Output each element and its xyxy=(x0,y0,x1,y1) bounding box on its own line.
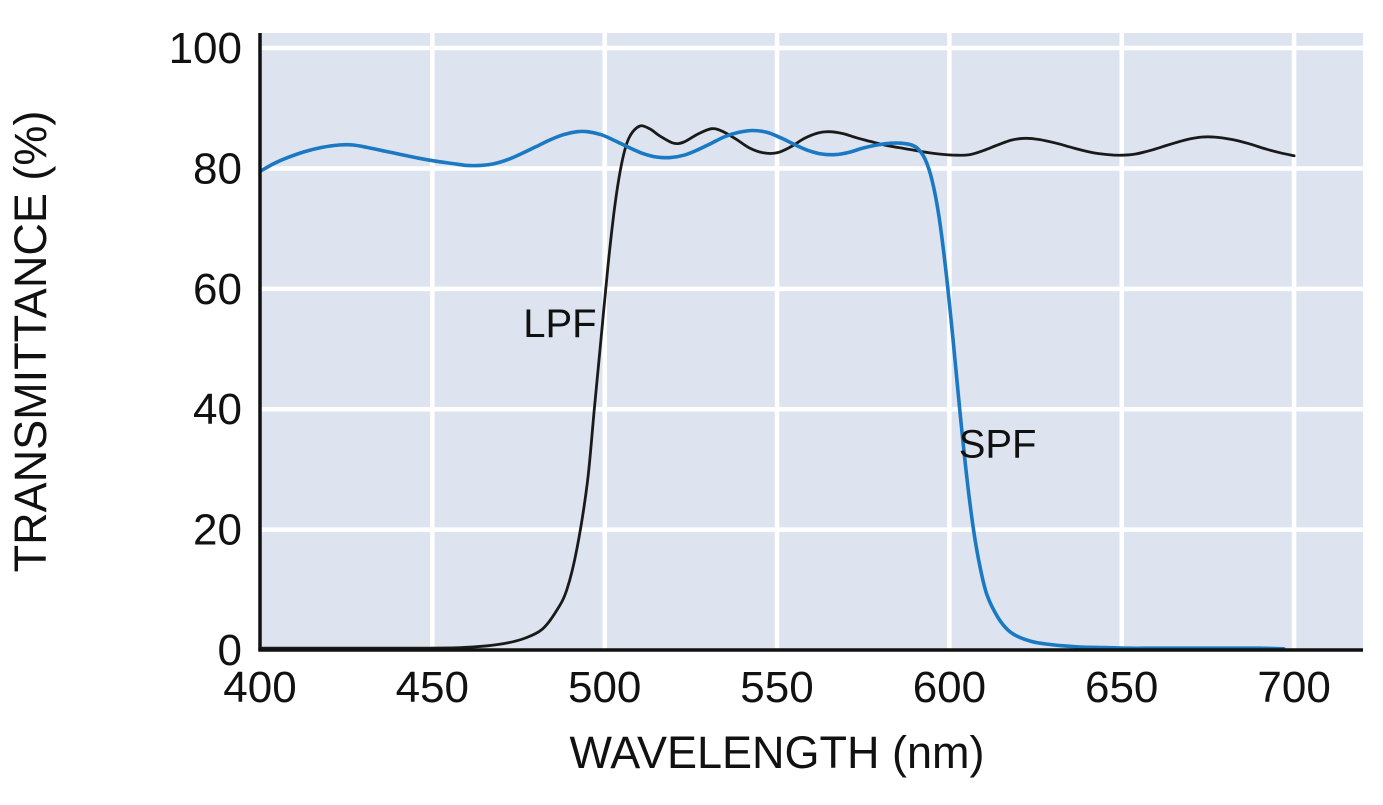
y-tick-label-60: 60 xyxy=(193,265,242,314)
x-tick-label-450: 450 xyxy=(396,663,469,712)
curve-lpf xyxy=(260,124,1296,650)
y-tick-label-100: 100 xyxy=(169,24,242,73)
y-tick-label-20: 20 xyxy=(193,506,242,555)
x-tick-label-700: 700 xyxy=(1257,663,1330,712)
series-label-lpf: LPF xyxy=(523,302,596,346)
y-tick-label-40: 40 xyxy=(193,385,242,434)
x-tick-label-550: 550 xyxy=(740,663,813,712)
y-axis-title: TRANSMITTANCE (%) xyxy=(5,111,56,573)
curve-spf xyxy=(260,128,1286,650)
x-axis-title: WAVELENGTH (nm) xyxy=(569,727,984,778)
x-tick-label-600: 600 xyxy=(913,663,986,712)
plot-area xyxy=(260,33,1363,650)
series-label-spf: SPF xyxy=(959,422,1037,466)
x-tick-label-500: 500 xyxy=(568,663,641,712)
x-tick-label-650: 650 xyxy=(1085,663,1158,712)
y-tick-label-0: 0 xyxy=(218,626,242,675)
x-tick-label-400: 400 xyxy=(223,663,296,712)
y-tick-label-80: 80 xyxy=(193,144,242,193)
